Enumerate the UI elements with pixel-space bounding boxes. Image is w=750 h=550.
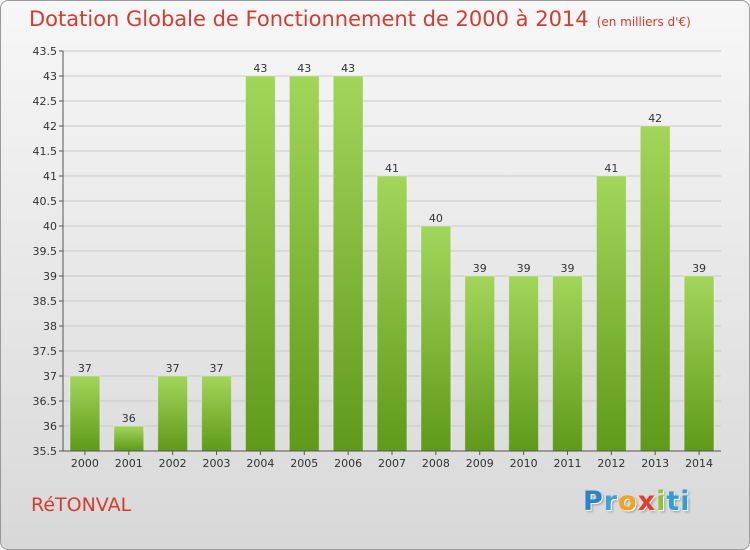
data-label: 42 — [648, 112, 662, 125]
x-tick-label: 2006 — [334, 457, 362, 470]
y-tick-label: 38 — [43, 320, 57, 333]
data-label: 39 — [692, 262, 706, 275]
x-tick-label: 2011 — [553, 457, 581, 470]
x-tick-label: 2002 — [159, 457, 187, 470]
x-tick-label: 2004 — [246, 457, 274, 470]
x-tick-label: 2000 — [71, 457, 99, 470]
bar — [684, 276, 714, 451]
y-tick-label: 40 — [43, 220, 57, 233]
y-tick-label: 42 — [43, 120, 57, 133]
logo-letter: ti — [666, 486, 691, 517]
y-tick-label: 41 — [43, 170, 57, 183]
data-label: 37 — [210, 362, 224, 375]
data-label: 40 — [429, 212, 443, 225]
x-tick-label: 2005 — [290, 457, 318, 470]
x-tick-label: 2014 — [685, 457, 713, 470]
bar — [201, 376, 232, 451]
data-label: 41 — [385, 162, 399, 175]
logo-letter: x — [637, 486, 657, 517]
data-label: 43 — [341, 62, 355, 75]
data-label: 37 — [166, 362, 180, 375]
bar — [157, 376, 188, 451]
y-tick-label: 40.5 — [33, 195, 58, 208]
data-label: 37 — [78, 362, 92, 375]
logo-letter: i — [656, 486, 667, 517]
bar — [245, 76, 276, 451]
logo-letter: r — [603, 486, 619, 517]
data-label: 39 — [560, 262, 574, 275]
bar — [333, 76, 364, 451]
logo-letter: P — [583, 486, 604, 517]
y-tick-label: 39 — [43, 270, 57, 283]
y-tick-label: 38.5 — [33, 295, 58, 308]
x-tick-label: 2008 — [422, 457, 450, 470]
y-tick-label: 43.5 — [33, 45, 58, 58]
bar — [289, 76, 320, 451]
y-tick-label: 41.5 — [33, 145, 58, 158]
x-tick-label: 2007 — [378, 457, 406, 470]
bar — [377, 176, 407, 451]
chart-title: Dotation Globale de Fonctionnement de 20… — [29, 7, 691, 31]
data-label: 43 — [253, 62, 267, 75]
bar — [464, 276, 495, 451]
bar — [113, 426, 144, 451]
bar — [596, 176, 627, 451]
y-tick-label: 35.5 — [33, 445, 58, 458]
y-tick-label: 39.5 — [33, 245, 58, 258]
x-tick-label: 2009 — [466, 457, 494, 470]
data-label: 39 — [517, 262, 531, 275]
y-tick-label: 36.5 — [33, 395, 58, 408]
title-main: Dotation Globale de Fonctionnement de 20… — [29, 7, 589, 31]
bar — [640, 126, 671, 451]
bar — [70, 376, 100, 451]
logo-letter: o — [618, 486, 638, 517]
title-unit: (en milliers d'€) — [596, 15, 691, 29]
data-label: 36 — [122, 412, 136, 425]
x-tick-label: 2001 — [115, 457, 143, 470]
y-tick-label: 37 — [43, 370, 57, 383]
y-tick-label: 37.5 — [33, 345, 58, 358]
bar — [552, 276, 583, 451]
x-tick-label: 2010 — [510, 457, 538, 470]
data-label: 39 — [473, 262, 487, 275]
x-tick-label: 2012 — [597, 457, 625, 470]
bar — [508, 276, 539, 451]
y-tick-label: 43 — [43, 70, 57, 83]
x-tick-label: 2013 — [641, 457, 669, 470]
y-tick-label: 36 — [43, 420, 57, 433]
proxiti-logo: Proxiti — [583, 486, 691, 517]
data-label: 41 — [604, 162, 618, 175]
bar — [420, 226, 451, 451]
town-name: RéTONVAL — [31, 494, 132, 516]
x-tick-label: 2003 — [203, 457, 231, 470]
data-label: 43 — [297, 62, 311, 75]
y-tick-label: 42.5 — [33, 95, 58, 108]
